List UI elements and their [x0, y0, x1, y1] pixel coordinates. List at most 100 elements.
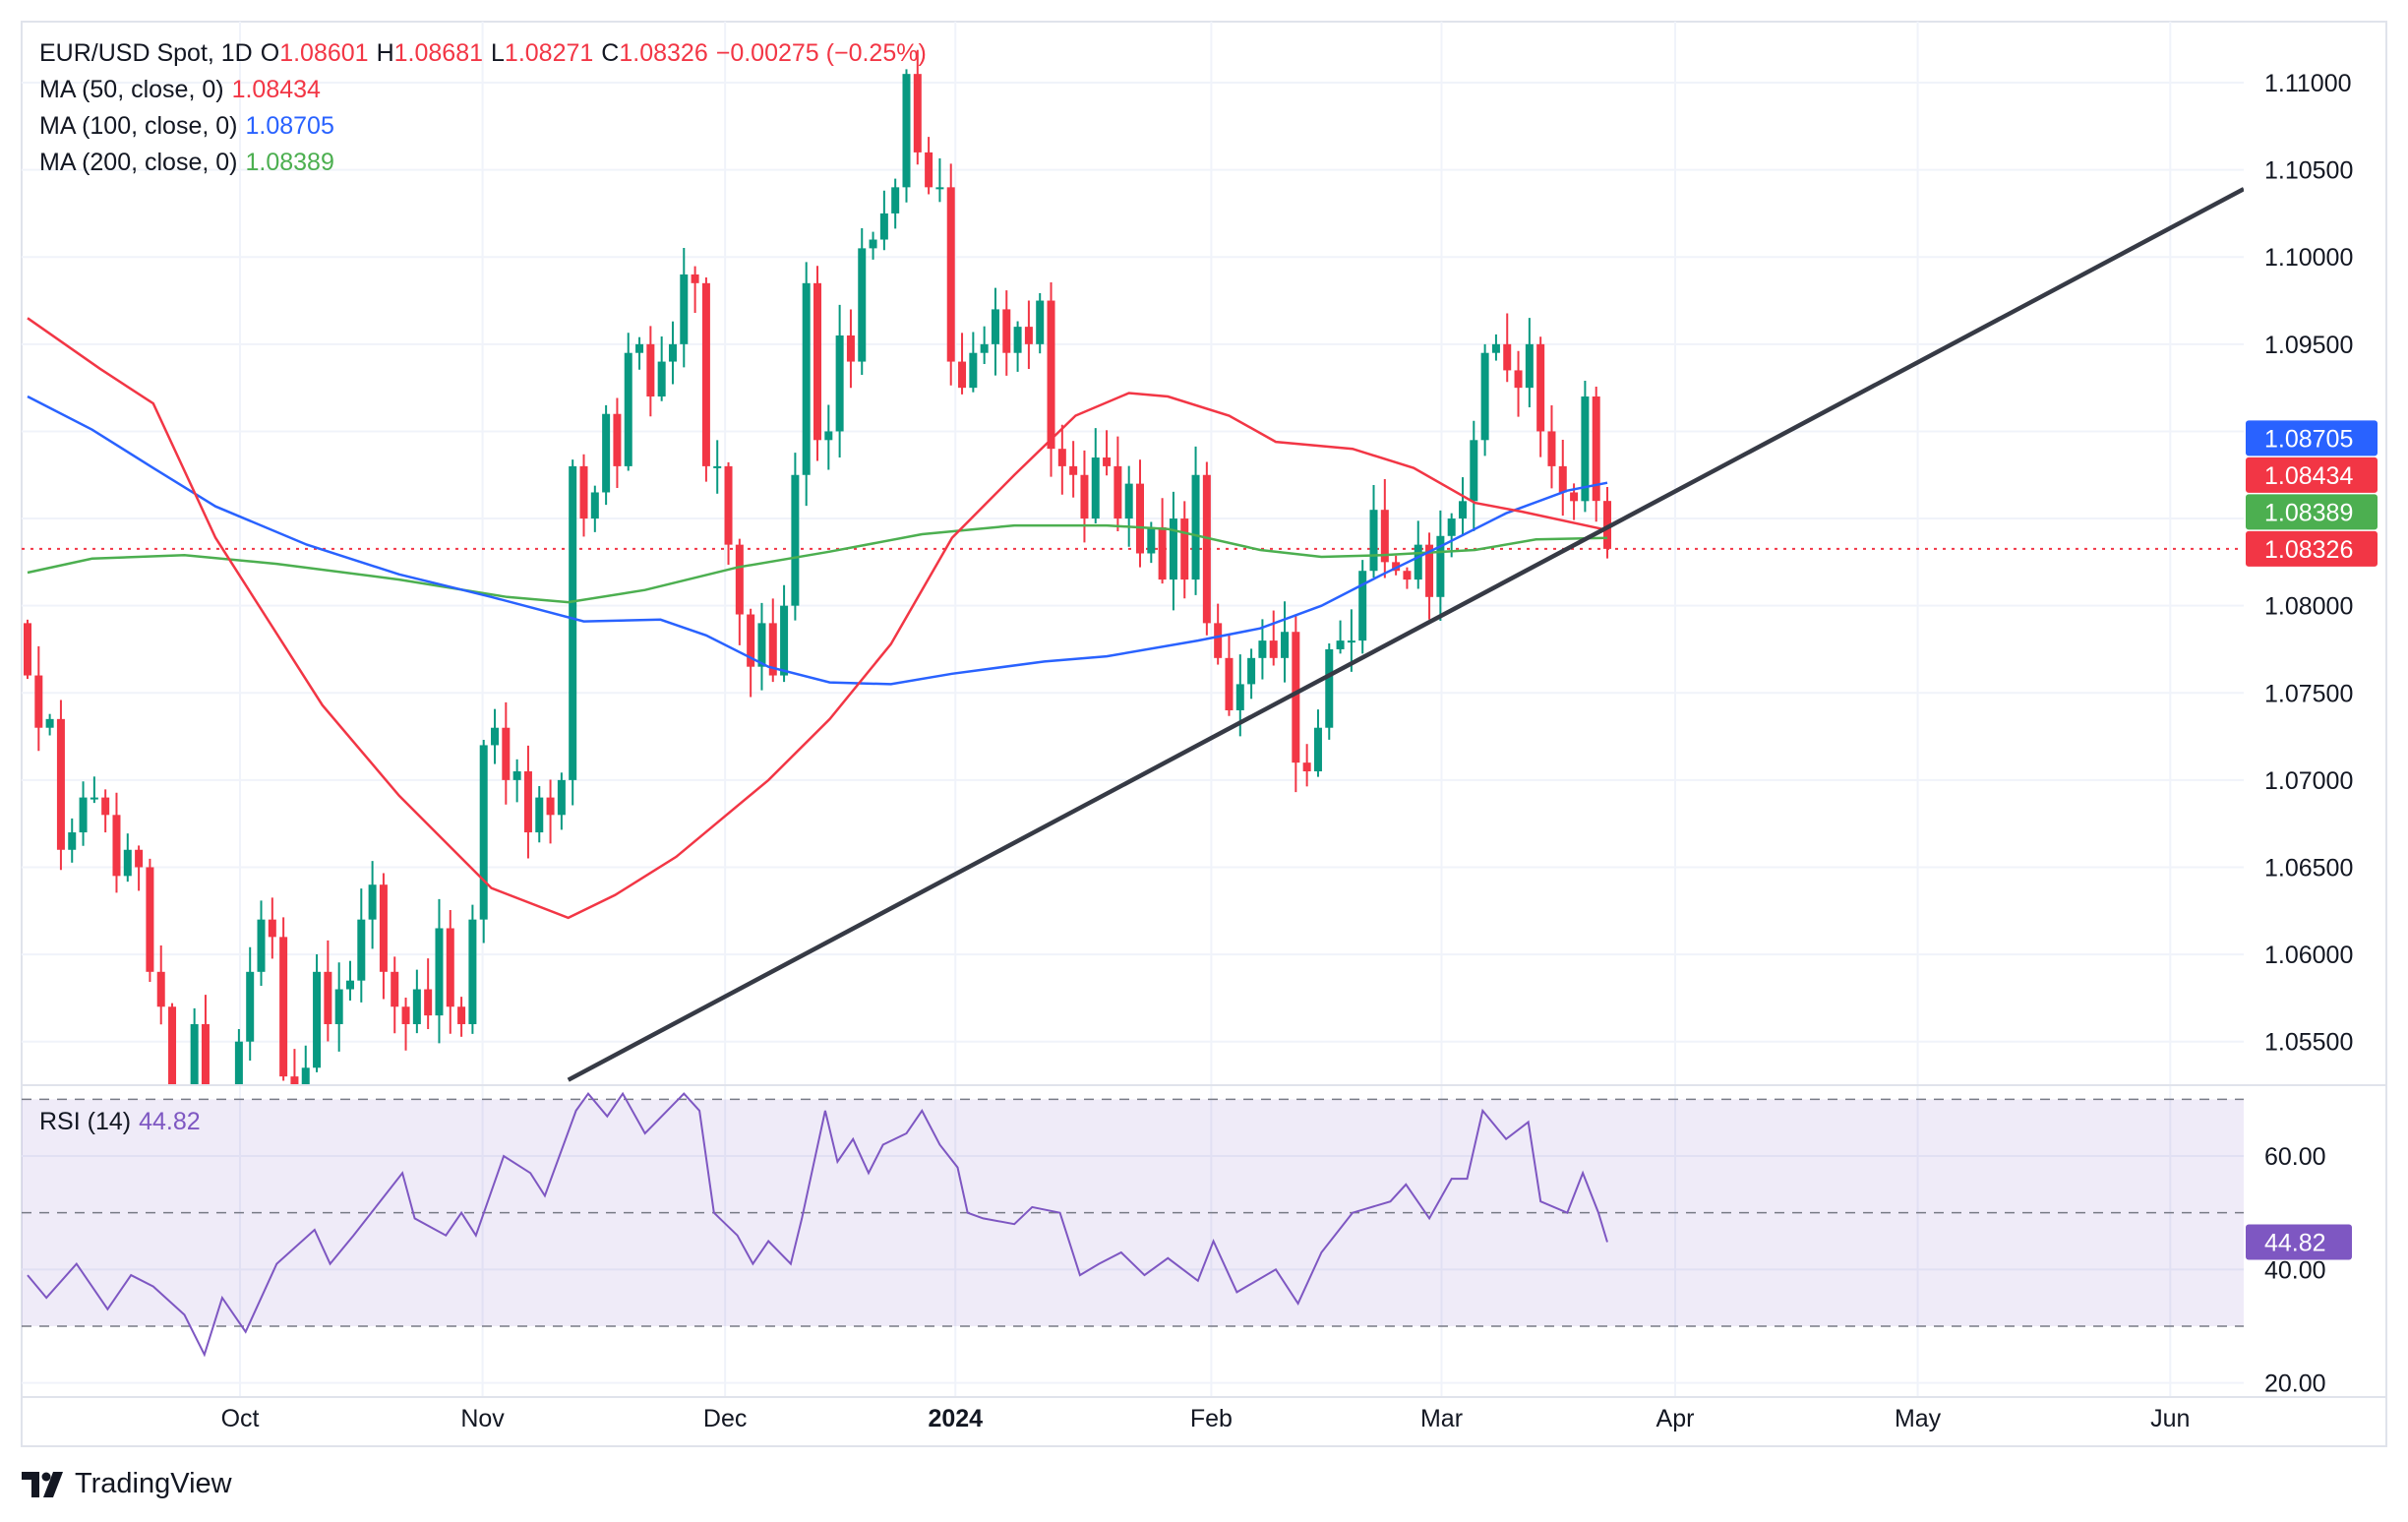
candle-body [879, 213, 888, 240]
candle-body [1603, 501, 1612, 549]
legend-open: 1.08601 [279, 39, 369, 67]
price-tag-label: 1.08434 [2264, 462, 2353, 490]
candle-body [680, 274, 689, 344]
candle [1358, 560, 1367, 654]
candle [624, 333, 632, 471]
candle [1369, 485, 1378, 578]
candle [668, 321, 677, 385]
candle [913, 49, 922, 165]
candle-body [991, 309, 999, 344]
candle-body [1047, 300, 1055, 450]
candle-body [569, 465, 577, 780]
candle [412, 969, 421, 1034]
candle [1247, 648, 1256, 700]
candle [1047, 281, 1055, 477]
time-tick-label: Nov [460, 1405, 505, 1432]
candle [246, 946, 255, 1062]
candle-body [1514, 370, 1523, 389]
candle-body [1358, 571, 1367, 641]
candle-body [1013, 327, 1022, 353]
candle [357, 888, 366, 1003]
candle [1136, 459, 1144, 568]
candle-body [858, 248, 867, 362]
candle [479, 740, 488, 944]
candle-body [579, 465, 588, 519]
candle-body [90, 797, 98, 800]
candle-body [691, 274, 699, 283]
chart-frame [21, 21, 2387, 1447]
legend-ma50[interactable]: MA (50, close, 0) 1.08434 [39, 76, 329, 104]
candle-body [1169, 518, 1177, 580]
candle [1503, 313, 1512, 383]
candle-body [1313, 727, 1322, 772]
candle-body [602, 413, 611, 493]
candle-body [1403, 571, 1412, 580]
candle-body [535, 797, 544, 833]
candle [313, 953, 322, 1072]
ma50-value: 1.08434 [231, 76, 321, 103]
candle [680, 248, 689, 368]
candle [535, 786, 544, 843]
price-tag-label: 1.08389 [2264, 499, 2353, 526]
candle [79, 781, 88, 846]
candle-body [1525, 343, 1534, 389]
rsi-line [27, 1091, 1608, 1358]
trendline [567, 187, 2244, 1082]
candle [1057, 424, 1066, 495]
rsi-pane [22, 1091, 2244, 1358]
candle-body [523, 771, 532, 833]
candle-body [1491, 343, 1500, 353]
candle-body [1392, 562, 1401, 572]
candle [68, 818, 77, 863]
legend-ma200[interactable]: MA (200, close, 0) 1.08389 [39, 149, 342, 177]
candle-body [24, 623, 31, 676]
candle [935, 157, 944, 203]
price-pane [22, 49, 2244, 1085]
candle [491, 708, 500, 764]
candle-body [45, 718, 54, 728]
candle [701, 276, 710, 482]
candle-body [869, 239, 877, 249]
candle [424, 958, 433, 1029]
candle-body [1380, 510, 1389, 563]
candle-body [891, 187, 900, 213]
candle-body [1414, 544, 1422, 580]
candle-body [1558, 465, 1567, 493]
candle-body [724, 465, 733, 545]
candle-body [1191, 474, 1200, 580]
candle-body [502, 727, 511, 780]
rsi-tick-label: 60.00 [2264, 1143, 2326, 1171]
candle [946, 163, 955, 386]
candle [1470, 420, 1478, 531]
candle [1592, 387, 1600, 522]
price-tag [2246, 530, 2378, 567]
legend-symbol[interactable]: EUR/USD Spot, 1D [39, 39, 253, 67]
tradingview-logo[interactable]: TradingView [22, 1468, 232, 1500]
ma50-line [27, 317, 1608, 920]
candle [135, 845, 144, 891]
candle-body [1235, 684, 1244, 710]
candle [1414, 520, 1422, 589]
candle [713, 440, 722, 494]
candle [813, 266, 822, 461]
legend-rsi[interactable]: RSI (14) 44.82 [39, 1108, 209, 1136]
candle-body [1258, 640, 1267, 658]
candle [1158, 498, 1167, 584]
candle [835, 304, 844, 457]
candle-body [1302, 762, 1311, 772]
candle-body [613, 413, 622, 466]
candle-body [1447, 518, 1456, 536]
candle [613, 397, 622, 488]
candle [1514, 350, 1523, 417]
candle-body [969, 352, 978, 389]
candle-body [334, 989, 343, 1024]
price-tag [2246, 420, 2378, 457]
candle-body [747, 614, 755, 667]
candle [368, 861, 377, 949]
candle [569, 459, 577, 806]
candle-body [56, 718, 65, 850]
ma200-line [27, 523, 1608, 604]
legend-ma100[interactable]: MA (100, close, 0) 1.08705 [39, 112, 342, 141]
rsi-tag [2246, 1224, 2352, 1260]
